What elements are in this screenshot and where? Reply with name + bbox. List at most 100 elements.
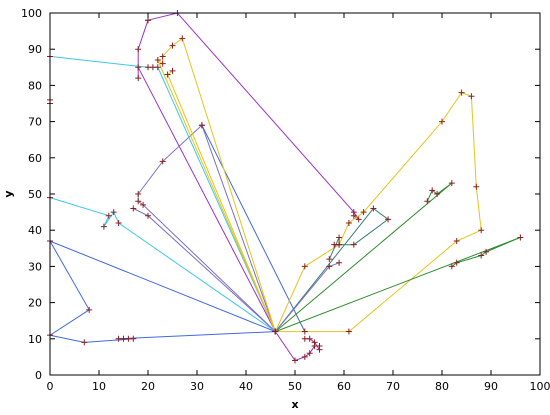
- data-point: [453, 259, 460, 266]
- data-point: [385, 216, 392, 223]
- data-point: [145, 17, 151, 24]
- series-layer: [48, 12, 521, 362]
- series-line: [49, 55, 276, 332]
- data-point: [145, 212, 151, 219]
- x-tick-label: 80: [435, 380, 449, 393]
- data-point: [154, 64, 161, 71]
- data-point: [164, 71, 171, 78]
- y-tick-label: 100: [21, 7, 42, 20]
- data-point: [159, 158, 166, 165]
- series-line: [166, 70, 276, 332]
- x-tick-label: 70: [386, 380, 400, 393]
- data-point: [350, 212, 357, 219]
- x-tick-label: 0: [47, 380, 54, 393]
- series-line: [133, 208, 276, 332]
- data-point: [478, 227, 485, 234]
- x-tick-label: 40: [239, 380, 253, 393]
- data-point: [448, 180, 455, 187]
- data-point: [154, 57, 161, 64]
- data-point: [135, 64, 142, 71]
- data-point: [355, 216, 362, 223]
- data-point: [135, 75, 142, 82]
- x-tick-label: 60: [337, 380, 351, 393]
- y-tick-label: 0: [35, 369, 42, 382]
- data-point: [434, 191, 441, 197]
- data-point: [311, 339, 318, 346]
- data-point: [336, 259, 343, 266]
- data-point: [135, 191, 142, 197]
- data-point: [179, 35, 186, 42]
- y-tick-label: 20: [28, 297, 42, 310]
- data-point: [345, 328, 352, 335]
- series-line: [275, 262, 340, 332]
- data-point: [326, 256, 333, 263]
- y-tick-label: 30: [28, 260, 42, 273]
- data-point: [473, 183, 480, 190]
- data-point: [483, 248, 490, 255]
- data-point: [115, 219, 122, 226]
- data-point: [198, 122, 205, 129]
- x-axis-label: x: [291, 398, 298, 411]
- data-point: [292, 357, 298, 364]
- data-point: [81, 339, 88, 346]
- data-point: [169, 67, 176, 74]
- data-point: [326, 263, 333, 270]
- data-point: [159, 60, 166, 67]
- data-point: [458, 89, 465, 96]
- data-point: [517, 234, 524, 241]
- series-line: [137, 124, 276, 332]
- data-point: [345, 219, 352, 226]
- x-tick-label: 100: [530, 380, 550, 393]
- y-tick-label: 80: [28, 79, 42, 92]
- data-point: [448, 263, 455, 270]
- data-point: [429, 187, 436, 194]
- data-point: [272, 328, 279, 335]
- y-tick-label: 60: [28, 152, 42, 165]
- series-line: [156, 37, 276, 332]
- y-tick-label: 10: [28, 333, 42, 346]
- data-point: [370, 205, 377, 212]
- data-point: [140, 201, 147, 208]
- data-point: [105, 212, 112, 219]
- data-point: [110, 209, 117, 216]
- data-point: [135, 46, 142, 53]
- data-point: [169, 42, 176, 49]
- data-point: [468, 93, 475, 100]
- data-point: [301, 263, 308, 270]
- x-tick-label: 10: [92, 380, 106, 393]
- data-point: [301, 328, 308, 335]
- series-line: [275, 236, 521, 333]
- data-point: [360, 209, 367, 216]
- data-point: [130, 205, 137, 212]
- data-point: [130, 335, 137, 342]
- data-point: [453, 238, 460, 245]
- plot-frame: [49, 12, 541, 376]
- data-point: [306, 350, 313, 357]
- data-point: [439, 118, 445, 125]
- series-line: [49, 197, 276, 333]
- series-line: [201, 124, 306, 332]
- y-axis-label: y: [2, 190, 15, 197]
- data-point: [350, 241, 357, 248]
- data-point: [159, 53, 166, 60]
- y-tick-label: 40: [28, 224, 42, 237]
- data-point: [336, 234, 343, 241]
- x-tick-label: 90: [484, 380, 498, 393]
- data-point: [424, 198, 431, 205]
- x-axis-ticks: 0 10 20 30 40 50 60 70 80 90 100: [47, 13, 550, 393]
- data-point: [301, 353, 308, 360]
- data-point: [100, 223, 107, 230]
- data-point: [135, 198, 142, 205]
- x-tick-label: 50: [288, 380, 302, 393]
- data-point: [316, 346, 323, 353]
- y-tick-label: 90: [28, 43, 42, 56]
- marker-layer: [47, 10, 524, 364]
- y-tick-label: 50: [28, 188, 42, 201]
- data-point: [301, 335, 308, 342]
- data-point: [86, 306, 93, 313]
- x-tick-label: 30: [190, 380, 204, 393]
- y-axis-ticks: 0 10 20 30 40 50 60 70 80 90 100: [21, 7, 540, 382]
- x-tick-label: 20: [141, 380, 155, 393]
- data-point: [478, 252, 485, 259]
